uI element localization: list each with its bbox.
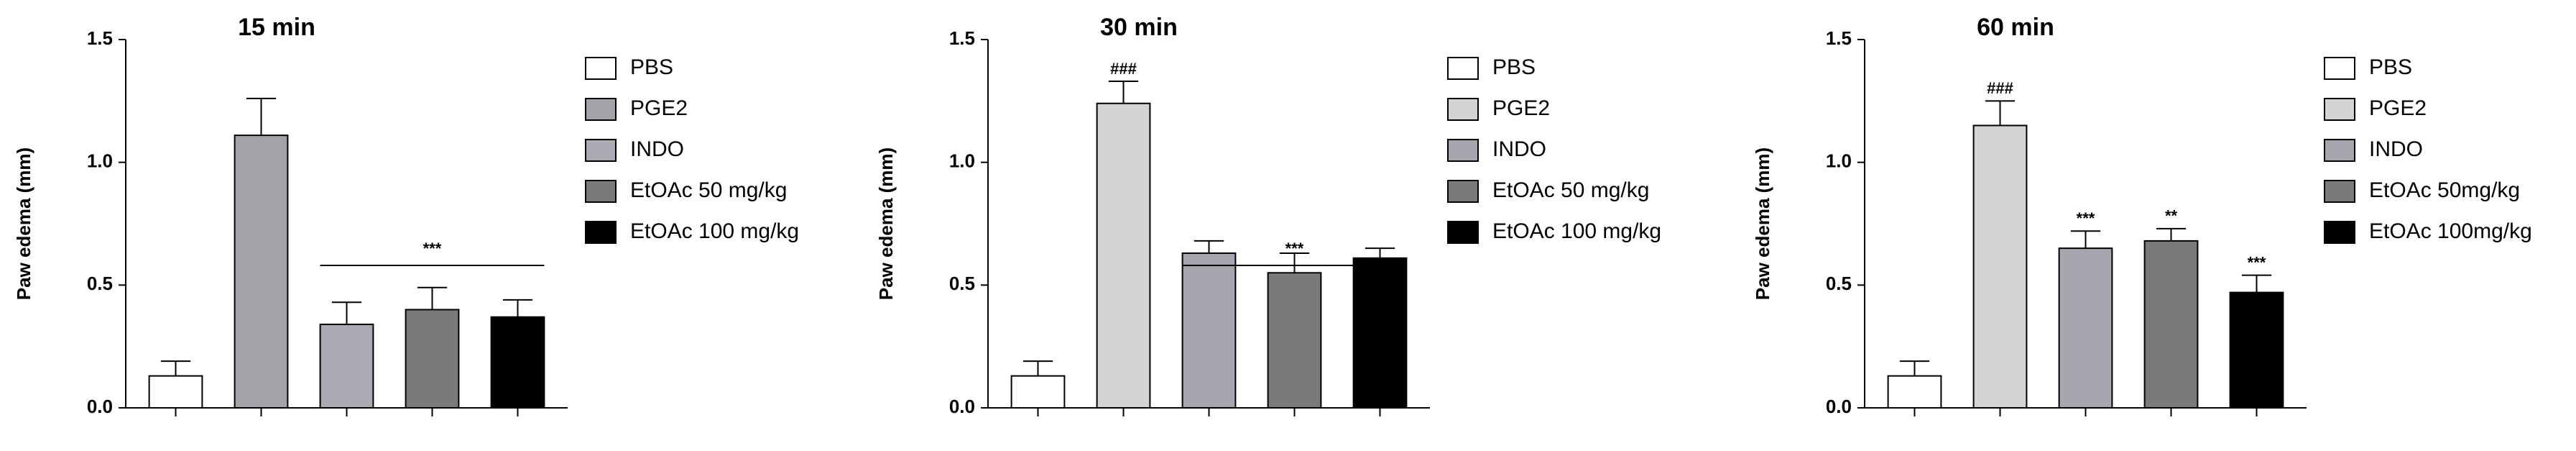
- y-tick-label: 1.5: [1826, 27, 1852, 49]
- legend-label: PBS: [2369, 55, 2412, 79]
- legend-label: EtOAc 50 mg/kg: [1492, 178, 1649, 202]
- y-axis-label: Paw edema (mm): [875, 147, 897, 300]
- legend-swatch: [585, 180, 617, 203]
- bracket-label: ***: [1285, 240, 1304, 258]
- bar: [1010, 375, 1066, 409]
- legend-label: PBS: [1492, 55, 1536, 79]
- bracket-label: ***: [423, 240, 442, 258]
- y-tick-label: 0.0: [949, 396, 975, 417]
- bar: [148, 375, 203, 409]
- legend-swatch: [1447, 139, 1479, 162]
- bar: [1887, 375, 1942, 409]
- bar: [319, 323, 374, 409]
- y-tick-label: 1.0: [1826, 150, 1852, 172]
- bar: [490, 316, 545, 409]
- legend-label: EtOAc 100mg/kg: [2369, 219, 2532, 243]
- y-tick-label: 1.5: [949, 27, 975, 49]
- bar: [1352, 257, 1408, 409]
- significance-label: ***: [2248, 253, 2266, 271]
- legend-label: INDO: [630, 137, 684, 161]
- chart-title: 60 min: [1977, 14, 2054, 41]
- legend-swatch: [585, 221, 617, 244]
- bar: [2058, 247, 2113, 409]
- legend-swatch: [1447, 180, 1479, 203]
- legend-swatch: [1447, 57, 1479, 80]
- legend-label: EtOAc 50 mg/kg: [630, 178, 787, 202]
- significance-label: ###: [1110, 60, 1137, 78]
- legend-swatch: [2324, 180, 2355, 203]
- legend-swatch: [585, 57, 617, 80]
- bar: [1181, 252, 1237, 409]
- legend-label: INDO: [1492, 137, 1546, 161]
- legend-swatch: [585, 139, 617, 162]
- legend-label: PGE2: [2369, 96, 2427, 120]
- legend-swatch: [2324, 221, 2355, 244]
- significance-label: ###: [1987, 79, 2013, 97]
- legend-label: EtOAc 50mg/kg: [2369, 178, 2520, 202]
- y-axis-label: Paw edema (mm): [13, 147, 34, 300]
- y-tick-label: 0.5: [949, 273, 975, 294]
- bar: [234, 135, 289, 409]
- legend-label: EtOAc 100 mg/kg: [1492, 219, 1661, 243]
- significance-label: ***: [2077, 209, 2095, 227]
- legend-swatch: [1447, 98, 1479, 121]
- legend-label: PBS: [630, 55, 673, 79]
- y-tick-label: 1.0: [949, 150, 975, 172]
- legend-swatch: [1447, 221, 1479, 244]
- y-tick-label: 0.0: [1826, 396, 1852, 417]
- legend-label: INDO: [2369, 137, 2423, 161]
- legend-label: PGE2: [1492, 96, 1550, 120]
- bar: [405, 309, 460, 409]
- y-tick-label: 0.0: [87, 396, 113, 417]
- legend-swatch: [2324, 57, 2355, 80]
- bar: [1267, 272, 1322, 409]
- y-axis-label: Paw edema (mm): [1752, 147, 1773, 300]
- chart-title: 30 min: [1100, 14, 1178, 41]
- chart-title: 15 min: [238, 14, 315, 41]
- legend-label: PGE2: [630, 96, 688, 120]
- y-tick-label: 1.5: [87, 27, 113, 49]
- significance-label: **: [2165, 207, 2178, 225]
- bar: [1972, 124, 2028, 409]
- y-tick-label: 1.0: [87, 150, 113, 172]
- legend-swatch: [2324, 139, 2355, 162]
- bar: [2229, 291, 2284, 409]
- bar: [1096, 102, 1151, 409]
- legend-swatch: [2324, 98, 2355, 121]
- y-tick-label: 0.5: [1826, 273, 1852, 294]
- bar: [2143, 240, 2199, 409]
- legend-label: EtOAc 100 mg/kg: [630, 219, 799, 243]
- y-tick-label: 0.5: [87, 273, 113, 294]
- legend-swatch: [585, 98, 617, 121]
